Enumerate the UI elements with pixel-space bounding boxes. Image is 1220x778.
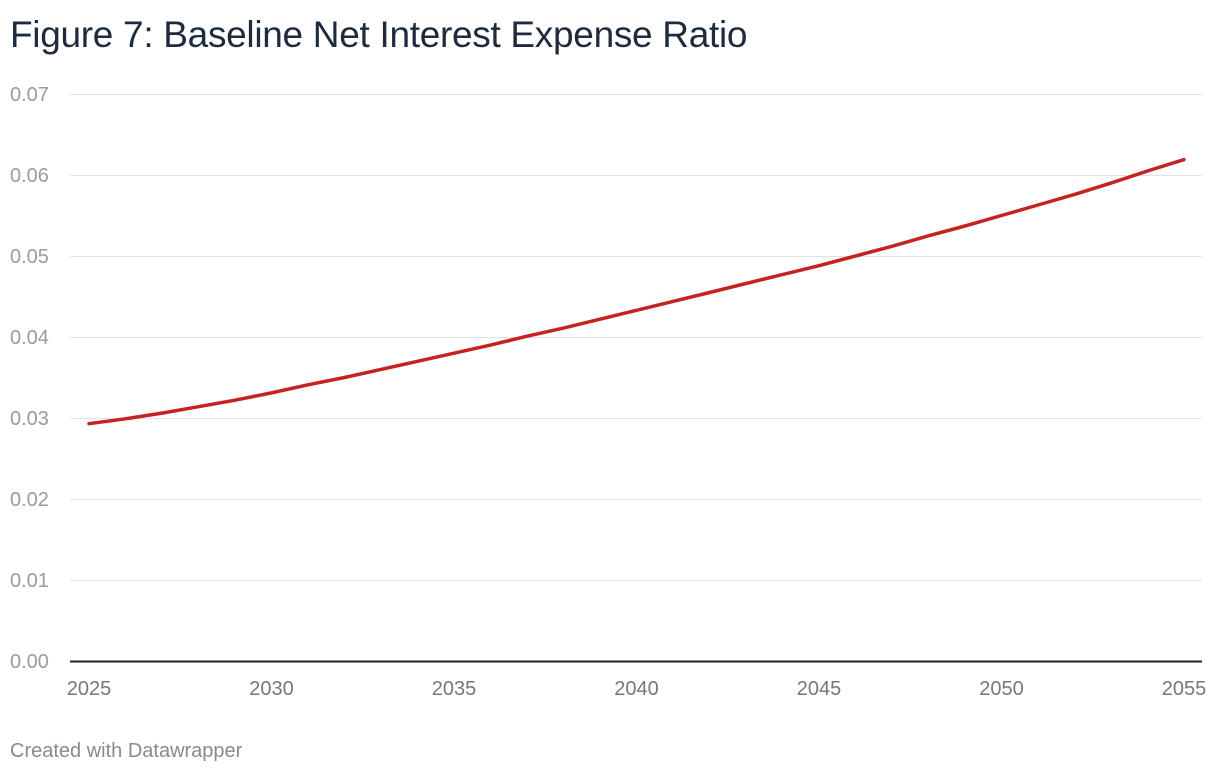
x-tick-label: 2050 <box>979 678 1024 700</box>
y-axis-tick-labels: 0.00 0.01 0.02 0.03 0.04 0.05 0.06 0.07 <box>10 84 49 673</box>
y-tick-label: 0.06 <box>10 165 49 187</box>
chart-title: Figure 7: Baseline Net Interest Expense … <box>10 14 748 55</box>
x-tick-label: 2040 <box>614 678 659 700</box>
x-tick-label: 2035 <box>432 678 477 700</box>
y-tick-label: 0.03 <box>10 408 49 430</box>
y-tick-label: 0.05 <box>10 246 49 268</box>
y-tick-label: 0.04 <box>10 327 49 349</box>
y-tick-label: 0.02 <box>10 489 49 511</box>
x-tick-label: 2025 <box>67 678 112 700</box>
x-tick-label: 2030 <box>249 678 294 700</box>
y-tick-label: 0.01 <box>10 570 49 592</box>
footer-credit: Created with Datawrapper <box>10 740 243 762</box>
gridlines <box>70 94 1202 581</box>
series-layer <box>87 157 1186 426</box>
x-axis-tick-labels: 2025 2030 2035 2040 2045 2050 2055 <box>67 678 1207 700</box>
y-tick-label: 0.07 <box>10 84 49 106</box>
x-tick-label: 2055 <box>1162 678 1207 700</box>
y-tick-label: 0.00 <box>10 651 49 673</box>
x-tick-label: 2045 <box>797 678 842 700</box>
series-line <box>87 157 1186 426</box>
